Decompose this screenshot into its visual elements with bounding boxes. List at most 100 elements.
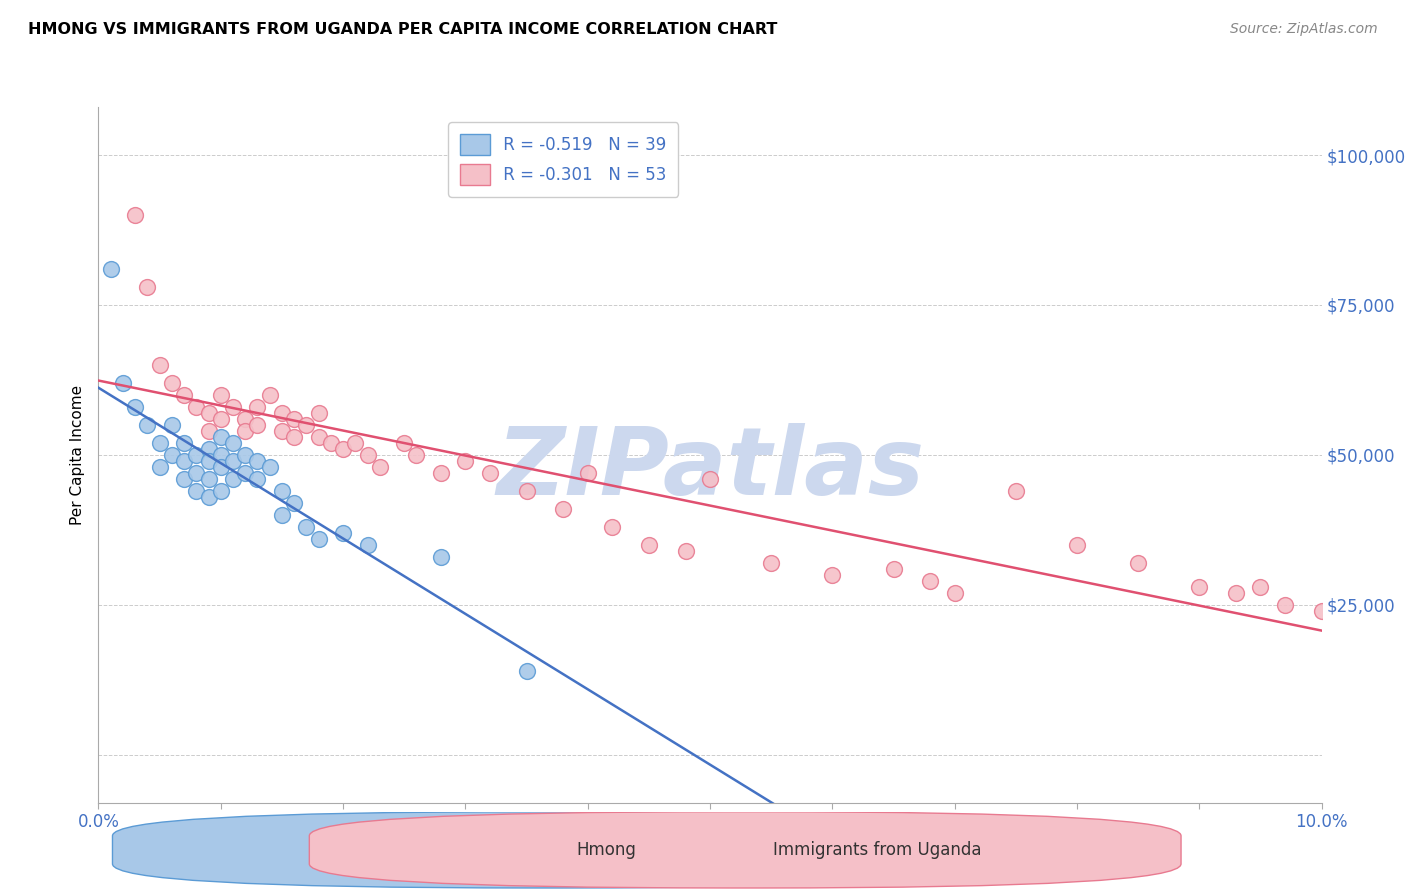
Point	[821, 567, 844, 582]
Point	[332, 525, 354, 540]
Point	[283, 496, 305, 510]
Point	[111, 376, 134, 390]
Point	[124, 400, 146, 414]
Point	[173, 436, 195, 450]
Point	[308, 430, 330, 444]
Point	[197, 472, 219, 486]
Point	[344, 436, 367, 450]
Point	[233, 412, 256, 426]
Point	[295, 520, 318, 534]
Point	[405, 448, 427, 462]
Point	[197, 406, 219, 420]
Point	[222, 472, 245, 486]
Point	[197, 424, 219, 438]
Text: Hmong: Hmong	[576, 841, 637, 859]
Point	[270, 406, 292, 420]
Point	[209, 459, 232, 474]
Point	[136, 417, 159, 432]
Point	[430, 549, 453, 564]
Point	[553, 502, 575, 516]
Point	[356, 448, 378, 462]
Point	[209, 483, 232, 498]
Point	[233, 466, 256, 480]
Point	[1274, 598, 1296, 612]
Point	[149, 358, 172, 372]
Point	[478, 466, 501, 480]
Point	[173, 454, 195, 468]
Point	[283, 430, 305, 444]
Point	[186, 483, 208, 498]
Text: ZIPatlas: ZIPatlas	[496, 423, 924, 515]
Point	[883, 562, 905, 576]
Point	[233, 448, 256, 462]
Point	[759, 556, 782, 570]
Point	[233, 424, 256, 438]
Point	[332, 442, 354, 456]
Point	[430, 466, 453, 480]
Point	[270, 483, 292, 498]
Point	[454, 454, 477, 468]
Point	[1004, 483, 1026, 498]
Point	[160, 417, 183, 432]
Point	[173, 472, 195, 486]
Point	[283, 412, 305, 426]
Text: Immigrants from Uganda: Immigrants from Uganda	[773, 841, 981, 859]
Point	[356, 538, 378, 552]
Point	[173, 388, 195, 402]
Point	[186, 466, 208, 480]
Point	[1128, 556, 1150, 570]
Point	[209, 430, 232, 444]
Point	[1310, 604, 1333, 618]
Point	[246, 454, 269, 468]
Point	[308, 406, 330, 420]
Y-axis label: Per Capita Income: Per Capita Income	[70, 384, 86, 525]
Point	[943, 586, 966, 600]
Point	[222, 454, 245, 468]
Text: HMONG VS IMMIGRANTS FROM UGANDA PER CAPITA INCOME CORRELATION CHART: HMONG VS IMMIGRANTS FROM UGANDA PER CAPI…	[28, 22, 778, 37]
Point	[1225, 586, 1247, 600]
Point	[197, 490, 219, 504]
Point	[600, 520, 623, 534]
Point	[319, 436, 342, 450]
Point	[186, 448, 208, 462]
Point	[246, 417, 269, 432]
Point	[637, 538, 661, 552]
Point	[149, 459, 172, 474]
Point	[1066, 538, 1088, 552]
Point	[209, 448, 232, 462]
Point	[209, 412, 232, 426]
Point	[699, 472, 721, 486]
Point	[516, 664, 538, 678]
Point	[197, 454, 219, 468]
Point	[270, 508, 292, 522]
Point	[222, 400, 245, 414]
Point	[160, 376, 183, 390]
Point	[576, 466, 599, 480]
Point	[270, 424, 292, 438]
FancyBboxPatch shape	[309, 812, 1181, 888]
Point	[516, 483, 538, 498]
Point	[1188, 580, 1211, 594]
Point	[100, 262, 122, 277]
Point	[186, 400, 208, 414]
Point	[246, 400, 269, 414]
Point	[308, 532, 330, 546]
Text: Source: ZipAtlas.com: Source: ZipAtlas.com	[1230, 22, 1378, 37]
Point	[295, 417, 318, 432]
Point	[209, 388, 232, 402]
Point	[246, 472, 269, 486]
Point	[124, 208, 146, 222]
Point	[1249, 580, 1271, 594]
Point	[392, 436, 416, 450]
Point	[259, 388, 281, 402]
FancyBboxPatch shape	[112, 812, 984, 888]
Point	[259, 459, 281, 474]
Point	[920, 574, 942, 588]
Point	[149, 436, 172, 450]
Point	[675, 544, 697, 558]
Point	[368, 459, 391, 474]
Point	[160, 448, 183, 462]
Point	[136, 280, 159, 294]
Point	[197, 442, 219, 456]
Legend:  R = -0.519   N = 39,  R = -0.301   N = 53: R = -0.519 N = 39, R = -0.301 N = 53	[449, 122, 678, 197]
